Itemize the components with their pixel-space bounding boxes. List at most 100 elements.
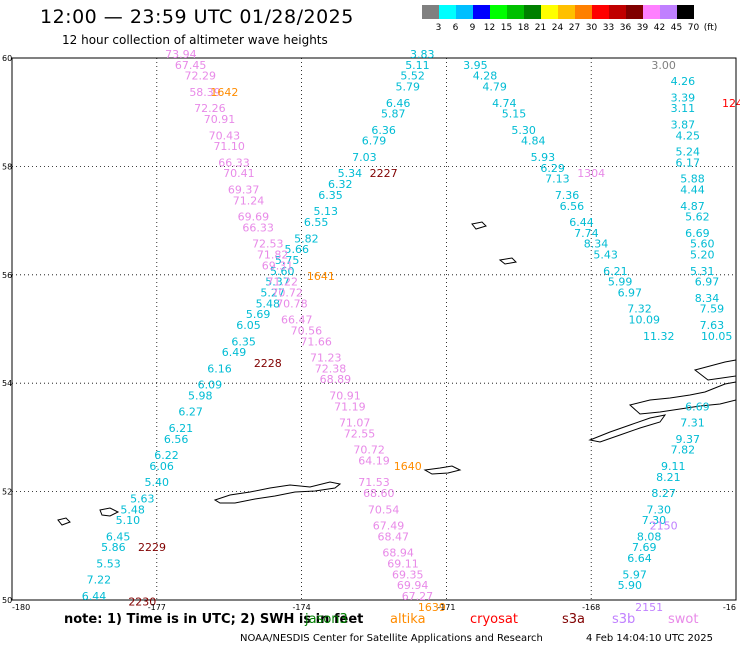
wave-height-label: 69.11 bbox=[387, 557, 419, 570]
wave-height-label: 7.03 bbox=[352, 151, 377, 164]
wave-height-label: 5.98 bbox=[188, 389, 213, 402]
colorbar-label: 70 bbox=[687, 23, 700, 33]
wave-height-label: 67.27 bbox=[402, 590, 434, 603]
wave-height-label: 5.86 bbox=[101, 541, 126, 554]
wave-height-label: 5.93 bbox=[531, 151, 556, 164]
lon-tick-label: -180 bbox=[12, 603, 30, 612]
wave-height-label: 5.20 bbox=[690, 249, 715, 262]
wave-height-label: 7.36 bbox=[555, 189, 580, 202]
colorbar-swatch bbox=[592, 5, 609, 19]
wave-height-label: 67.45 bbox=[175, 59, 207, 72]
colorbar-label: 6 bbox=[452, 23, 459, 33]
wave-height-label: 6.36 bbox=[371, 124, 396, 137]
wave-height-label: 6.45 bbox=[106, 530, 131, 543]
wave-height-label: 66.47 bbox=[281, 314, 313, 327]
colorbar-label: 39 bbox=[636, 23, 649, 33]
wave-height-label: 8.21 bbox=[656, 471, 681, 484]
wave-height-label: 9.37 bbox=[675, 433, 700, 446]
wave-height-label: 6.09 bbox=[198, 379, 223, 392]
wave-height-label: 6.27 bbox=[178, 406, 203, 419]
wave-height-label: 7.74 bbox=[574, 227, 599, 240]
wave-height-label: 69.35 bbox=[392, 568, 424, 581]
wave-height-label: 5.82 bbox=[294, 232, 319, 245]
wave-height-label: 5.48 bbox=[256, 297, 281, 310]
wave-height-label: 5.53 bbox=[96, 557, 121, 570]
wave-height-label: 8.08 bbox=[637, 530, 662, 543]
wave-height-label: 6.69 bbox=[685, 400, 710, 413]
pass-time-label: 1640 bbox=[394, 460, 422, 473]
lat-tick-label: 54 bbox=[2, 379, 12, 388]
wave-height-label: 6.49 bbox=[222, 346, 247, 359]
wave-height-label: 5.27 bbox=[260, 286, 285, 299]
wave-height-label: 6.44 bbox=[82, 590, 107, 603]
wave-height-label: 72.53 bbox=[252, 238, 284, 251]
lat-tick-label: 58 bbox=[2, 162, 12, 171]
pass-time-label: 2227 bbox=[370, 167, 398, 180]
wave-height-label: 7.69 bbox=[632, 541, 657, 554]
lat-tick-label: 50 bbox=[2, 596, 12, 605]
credit-text: NOAA/NESDIS Center for Satellite Applica… bbox=[240, 633, 543, 644]
wave-height-label: 70.56 bbox=[291, 324, 323, 337]
colorbar-label: 45 bbox=[670, 23, 683, 33]
cryosat-track: 6.447.225.535.866.455.105.485.635.406.06… bbox=[82, 48, 435, 603]
wave-height-label: 3.87 bbox=[671, 118, 696, 131]
wave-height-label: 7.22 bbox=[87, 574, 112, 587]
wave-height-label: 7.30 bbox=[642, 514, 667, 527]
colorbar-label: 27 bbox=[568, 23, 581, 33]
wave-height-label: 72.29 bbox=[184, 70, 216, 83]
colorbar-swatch bbox=[456, 5, 473, 19]
landmass bbox=[99, 507, 120, 517]
wave-height-label: 69.94 bbox=[397, 579, 429, 592]
footer-note: note: 1) Time is in UTC; 2) SWH is in fe… bbox=[64, 612, 364, 627]
colorbar-swatch bbox=[507, 5, 524, 19]
page-subtitle: 12 hour collection of altimeter wave hei… bbox=[62, 33, 328, 47]
lat-tick-label: 56 bbox=[2, 271, 12, 280]
wave-height-label: 72.26 bbox=[194, 102, 226, 115]
wave-height-label: 10.09 bbox=[629, 314, 661, 327]
s3b-track: 3.954.284.79 4.745.15 5.304.84 5.936.297.13… bbox=[463, 59, 674, 343]
wave-height-label: 70.72 bbox=[271, 286, 303, 299]
pass-time-label: 2151 bbox=[635, 601, 663, 614]
satellite-legend-altika: altika bbox=[390, 612, 426, 627]
landmass bbox=[213, 481, 342, 504]
wave-height-label: 71.23 bbox=[310, 352, 342, 365]
wave-height-label: 64.19 bbox=[358, 455, 390, 468]
wave-height-label: 6.97 bbox=[695, 276, 720, 289]
wave-height-label: 4.44 bbox=[680, 184, 705, 197]
satellite-legend-cryosat: cryosat bbox=[470, 612, 518, 627]
wave-height-label: 8.27 bbox=[651, 487, 676, 500]
wave-height-label: 4.79 bbox=[482, 81, 507, 94]
pass-time-label: 2228 bbox=[254, 357, 282, 370]
wave-height-label: 66.33 bbox=[242, 221, 274, 234]
altika-track: 73.9467.4572.2958.3972.2670.9170.4371.10… bbox=[165, 48, 433, 603]
wave-height-label: 71.22 bbox=[267, 276, 299, 289]
pass-time-label: 2150 bbox=[650, 520, 678, 533]
wave-height-label: 6.79 bbox=[362, 135, 387, 148]
wave-height-label: 5.87 bbox=[381, 108, 406, 121]
wave-height-label: 3.95 bbox=[463, 59, 488, 72]
colorbar-label: 33 bbox=[602, 23, 615, 33]
colorbar-swatch bbox=[677, 5, 694, 19]
wave-height-label: 11.32 bbox=[643, 330, 675, 343]
colorbar-swatch bbox=[643, 5, 660, 19]
wave-height-label: 6.16 bbox=[207, 362, 232, 375]
wave-height-label: 6.56 bbox=[164, 433, 189, 446]
coastline bbox=[57, 221, 737, 526]
wave-height-label: 69.31 bbox=[262, 259, 294, 272]
s3b-south-track: 6.69 7.31 9.377.82 9.118.21 8.27 7.307.30 8.08… bbox=[618, 400, 710, 592]
satellite-legend-jason3: jason3 bbox=[305, 612, 348, 627]
wave-height-label: 3.11 bbox=[671, 102, 696, 115]
colorbar-swatch bbox=[558, 5, 575, 19]
wave-height-label: 5.34 bbox=[338, 167, 363, 180]
wave-height-label: 5.10 bbox=[116, 514, 141, 527]
wave-height-label: 70.91 bbox=[204, 113, 236, 126]
wave-height-label: 58.39 bbox=[189, 86, 221, 99]
wave-height-label: 6.05 bbox=[236, 319, 261, 332]
wave-height-label: 71.07 bbox=[339, 417, 371, 430]
landmass bbox=[693, 359, 737, 381]
wave-height-label: 4.84 bbox=[521, 135, 546, 148]
wave-height-label: 7.31 bbox=[680, 417, 705, 430]
landmass bbox=[471, 221, 487, 230]
wave-height-label: 7.82 bbox=[671, 444, 696, 457]
